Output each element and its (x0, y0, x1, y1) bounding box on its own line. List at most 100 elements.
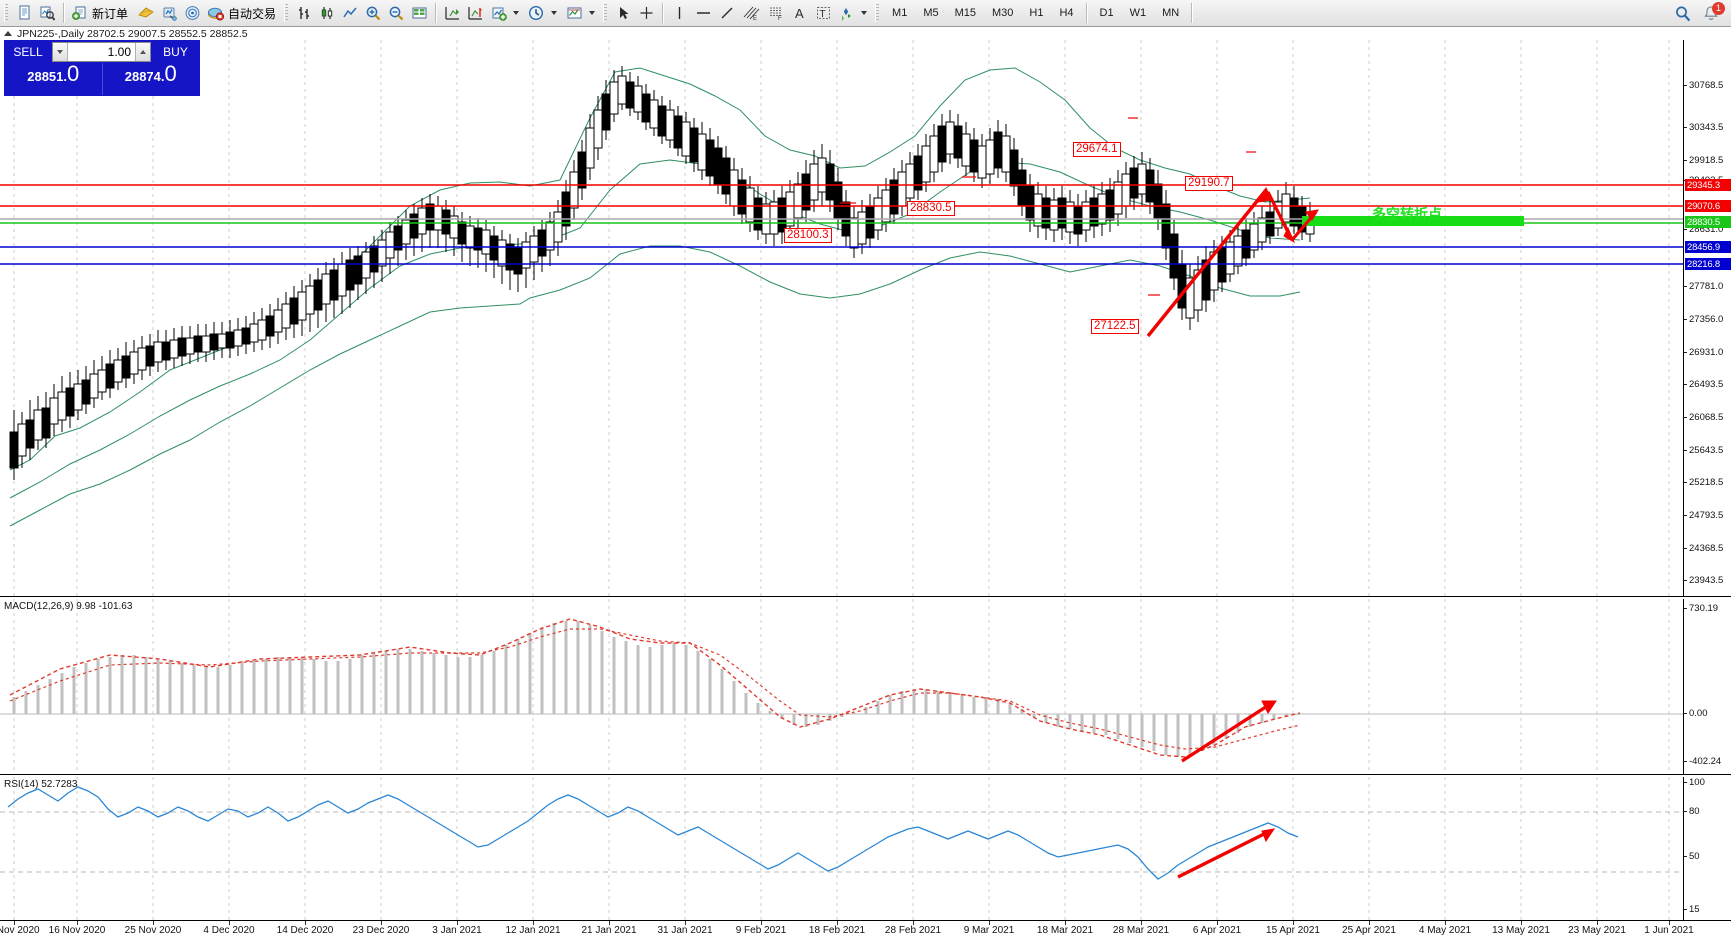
price-tick: 27356.0 (1684, 314, 1731, 325)
text-label-icon[interactable]: A (789, 2, 812, 25)
new-chart-icon[interactable] (13, 2, 36, 25)
date-label: 18 Feb 2021 (808, 925, 866, 936)
auto-scroll-icon[interactable] (441, 2, 464, 25)
data-window-icon[interactable] (408, 2, 431, 25)
svg-text:A: A (795, 6, 804, 21)
signals-icon[interactable] (181, 2, 204, 25)
notification-icon[interactable]: 1 (1699, 1, 1725, 25)
green-zone-bar (1302, 216, 1524, 226)
metaeditor-icon[interactable] (134, 2, 158, 25)
chevron-down-icon-4[interactable] (861, 11, 868, 15)
rsi-trend-arrow (1177, 828, 1276, 879)
toolbar-grip-2[interactable] (284, 4, 289, 22)
new-order-button[interactable]: 新订单 (69, 2, 134, 25)
macd-axis[interactable]: 730.19 0.00 -402.24 (1683, 599, 1731, 775)
zoom-out-icon[interactable] (385, 2, 408, 25)
timeframe-mn[interactable]: MN (1154, 2, 1187, 24)
rsi-panel[interactable]: RSI(14) 52.7283 (0, 777, 1731, 920)
timeframe-h4[interactable]: H4 (1051, 2, 1081, 24)
rsi-chart-svg (0, 777, 1683, 920)
volume-increase-button[interactable] (135, 43, 150, 61)
chart-area[interactable]: 29674.1 29190.7 28830.5 28100.3 27122.5 … (0, 40, 1731, 942)
price-tick: 26493.5 (1684, 379, 1731, 390)
text-box-icon[interactable]: T (812, 2, 835, 25)
rsi-plot[interactable] (0, 777, 1683, 920)
octp-price-row: 28851 . 0 28874 . 0 (5, 63, 199, 95)
trendline-icon[interactable] (716, 2, 739, 25)
date-tick (609, 921, 610, 925)
sell-price-integer: 28851 (27, 69, 64, 84)
price-plot[interactable]: 29674.1 29190.7 28830.5 28100.3 27122.5 … (0, 40, 1683, 597)
equidistant-channel-icon[interactable]: E (739, 2, 764, 25)
cursor-icon[interactable] (612, 2, 635, 25)
search-icon[interactable] (1671, 2, 1695, 25)
chevron-down-icon[interactable] (513, 11, 520, 15)
date-tick (1445, 921, 1446, 925)
chevron-down-icon-3[interactable] (589, 11, 596, 15)
macd-plot[interactable] (0, 599, 1683, 775)
timeframe-w1[interactable]: W1 (1122, 2, 1155, 24)
price-tag-28100[interactable]: 28100.3 (784, 228, 832, 243)
timeframe-m5[interactable]: M5 (915, 2, 946, 24)
date-tick (1369, 921, 1370, 925)
bollinger-bands (9, 67, 1311, 527)
horizontal-line-icon[interactable] (691, 2, 716, 25)
price-panel[interactable]: 29674.1 29190.7 28830.5 28100.3 27122.5 … (0, 40, 1731, 597)
chevron-down-icon-2[interactable] (551, 11, 558, 15)
date-tick (989, 921, 990, 925)
price-axis[interactable]: 30768.5 30343.5 29918.5 29493.5 28631.0 … (1683, 40, 1731, 597)
timeframe-m15[interactable]: M15 (947, 2, 984, 24)
chart-shift-icon[interactable] (464, 2, 487, 25)
indicators-button[interactable] (487, 2, 525, 25)
macd-panel[interactable]: MACD(12,26,9) 9.98 -101.63 (0, 599, 1731, 775)
sell-button[interactable]: 28851 . 0 (5, 63, 103, 95)
candlestick-chart-icon[interactable] (316, 2, 339, 25)
rsi-tick: 100 (1684, 777, 1731, 788)
date-label: 28 Mar 2021 (1112, 925, 1170, 936)
date-label: 13 May 2021 (1492, 925, 1550, 936)
price-tag-29190[interactable]: 29190.7 (1185, 176, 1233, 191)
timeframe-h1[interactable]: H1 (1021, 2, 1051, 24)
rsi-line (7, 786, 1299, 880)
date-label: 28 Feb 2021 (884, 925, 942, 936)
autotrading-button[interactable]: 自动交易 (204, 2, 282, 25)
rsi-axis[interactable]: 100 80 50 15 (1683, 777, 1731, 920)
toolbar-grip-4[interactable] (875, 4, 880, 22)
volume-stepper[interactable]: 1.00 (52, 42, 151, 62)
chart-search-icon[interactable] (36, 2, 59, 25)
timeframe-m1[interactable]: M1 (884, 2, 915, 24)
date-tick (305, 921, 306, 925)
toolbar-separator-2 (435, 3, 438, 23)
macd-arrow-head (1261, 700, 1277, 714)
price-tag-28830[interactable]: 28830.5 (907, 201, 955, 216)
price-tag-27122[interactable]: 27122.5 (1091, 319, 1139, 334)
shapes-button[interactable] (835, 2, 873, 25)
vertical-line-icon[interactable] (668, 2, 691, 25)
bar-chart-icon[interactable] (293, 2, 316, 25)
price-tag-29674[interactable]: 29674.1 (1073, 142, 1121, 157)
timeframe-d1[interactable]: D1 (1092, 2, 1122, 24)
templates-button[interactable] (563, 2, 601, 25)
date-axis[interactable]: 6 Nov 2020 16 Nov 2020 25 Nov 2020 4 Dec… (0, 920, 1731, 942)
volume-input[interactable]: 1.00 (68, 43, 135, 61)
symbol-info-bar: JPN225-,Daily 28702.5 29007.5 28552.5 28… (0, 27, 1731, 40)
periods-button[interactable] (525, 2, 563, 25)
line-chart-icon[interactable] (339, 2, 362, 25)
toolbar-grip[interactable] (4, 4, 8, 22)
date-label: 6 Nov 2020 (0, 925, 40, 936)
date-tick (1293, 921, 1294, 925)
macd-chart-svg (0, 599, 1683, 775)
expert-advisor-icon[interactable] (158, 2, 181, 25)
timeframe-m30[interactable]: M30 (984, 2, 1021, 24)
date-label: 9 Feb 2021 (735, 925, 787, 936)
buy-button[interactable]: 28874 . 0 (103, 63, 200, 95)
price-tick: 30343.5 (1684, 122, 1731, 133)
toolbar-group-drawing: E F A T (612, 0, 873, 26)
rsi-tick: 50 (1684, 851, 1731, 862)
volume-decrease-button[interactable] (53, 43, 68, 61)
toolbar-grip-3[interactable] (603, 4, 608, 22)
crosshair-icon[interactable] (635, 2, 658, 25)
fibonacci-retracement-icon[interactable]: F (764, 2, 789, 25)
collapse-triangle-icon[interactable] (4, 31, 12, 36)
zoom-in-icon[interactable] (362, 2, 385, 25)
